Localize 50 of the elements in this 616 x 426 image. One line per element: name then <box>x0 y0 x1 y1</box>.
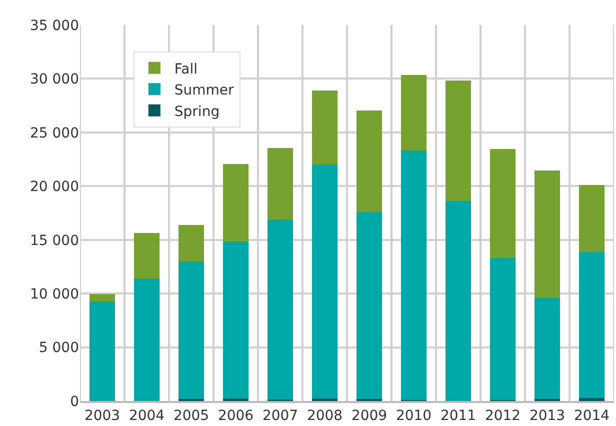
bar <box>356 212 382 399</box>
y-tick-label: 20 000 <box>30 179 79 196</box>
y-tick-label: 0 <box>70 394 79 410</box>
x-tick-label: 2014 <box>574 408 610 424</box>
bar <box>401 150 426 400</box>
y-tick-label: 35 000 <box>30 18 79 34</box>
bar <box>401 74 426 151</box>
bar <box>534 298 560 399</box>
bar <box>268 148 293 220</box>
bar <box>579 185 604 252</box>
bar <box>312 90 338 165</box>
y-tick-label: 5 000 <box>38 340 79 356</box>
x-tick-label: 2003 <box>84 408 120 424</box>
legend-label: Summer <box>174 82 234 99</box>
bar <box>223 398 248 401</box>
bar <box>490 149 516 258</box>
bar <box>579 398 604 401</box>
x-tick-label: 2007 <box>262 408 298 424</box>
bar <box>268 219 293 400</box>
x-tick-label: 2009 <box>351 408 388 424</box>
bar <box>579 252 604 398</box>
bar <box>356 110 382 212</box>
x-tick-label: 2006 <box>218 408 254 424</box>
x-tick-label: 2005 <box>173 408 210 424</box>
bar <box>446 201 471 401</box>
bar <box>90 302 115 401</box>
bar <box>312 398 338 401</box>
x-tick-label: 2013 <box>529 408 566 424</box>
bar <box>134 278 160 401</box>
y-tick-label: 15 000 <box>30 232 79 249</box>
y-tick-label: 30 000 <box>30 72 79 88</box>
y-tick-label: 25 000 <box>30 125 79 142</box>
x-tick-label: 2008 <box>306 408 343 424</box>
bar <box>134 232 160 279</box>
bar <box>490 258 516 400</box>
legend-label: Fall <box>174 61 198 78</box>
x-tick-label: 2004 <box>128 408 165 424</box>
y-tick-label: 10 000 <box>30 286 79 302</box>
bar <box>312 164 338 398</box>
bar <box>534 170 560 298</box>
x-tick-label: 2011 <box>440 408 476 424</box>
bar <box>223 241 248 398</box>
legend-label: Spring <box>174 104 220 120</box>
x-tick-label: 2010 <box>396 408 432 424</box>
bar <box>446 80 471 202</box>
bar <box>90 294 115 302</box>
bar <box>178 224 204 262</box>
bar <box>223 164 248 242</box>
x-tick-label: 2012 <box>484 408 521 424</box>
bar <box>178 261 204 399</box>
